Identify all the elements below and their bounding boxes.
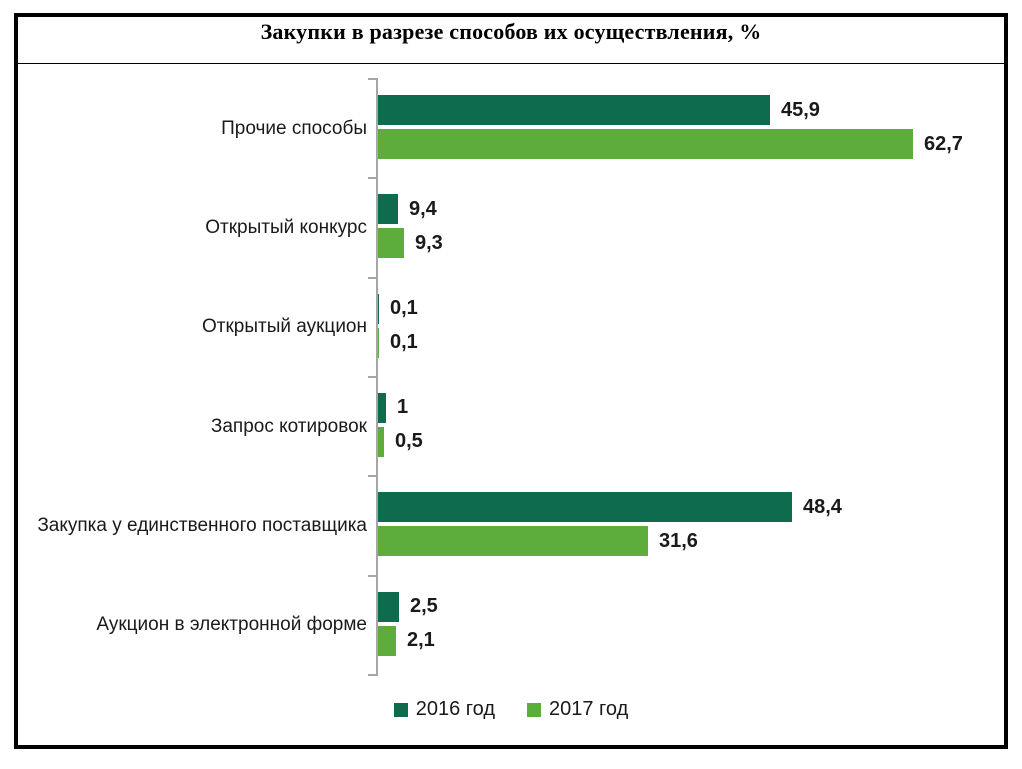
bar-2017-1 [378,228,404,259]
value-label: 48,4 [803,495,842,518]
category-label: Открытый конкурс [205,216,367,238]
category-label: Закупка у единственного поставщика [37,514,367,536]
axis-tick [368,177,378,180]
category-row: Аукцион в электронной форме 2,5 2,1 [0,574,1014,676]
bar-column: 9,4 9,3 [368,177,1014,278]
bar-2016-2 [378,293,379,324]
bar-group-2016-год: 1 [378,392,409,423]
value-label: 9,4 [409,197,437,220]
bar-group-2016-год: 45,9 [378,95,820,125]
legend-item: 2017 год [527,698,628,721]
category-row: Запрос котировок 1 0,5 [0,375,1014,477]
bar-column: 0,1 0,1 [368,276,1014,377]
value-label: 9,3 [415,231,443,254]
category-label: Открытый аукцион [202,316,367,338]
bar-group-2016-год: 9,4 [378,194,437,225]
bar-2016-3 [378,392,386,423]
chart-title: Закупки в разрезе способов их осуществле… [260,19,762,44]
legend-label: 2017 год [549,698,629,720]
bar-column: 2,5 2,1 [368,574,1014,676]
bar-column: 48,4 31,6 [368,475,1014,576]
value-label: 0,1 [390,297,418,320]
legend-swatch-icon [393,702,408,717]
bar-2016-5 [378,591,399,622]
bar-group-2017-год: 0,1 [378,327,418,358]
title-divider [18,63,1004,64]
bar-group-2016-год: 48,4 [378,492,842,523]
bar-2016-0 [378,95,770,125]
legend: 2016 год 2017 год [0,698,1022,721]
category-label: Прочие способы [221,117,367,139]
bar-2017-4 [378,526,648,557]
bar-column: 1 0,5 [368,375,1014,477]
axis-tick [368,276,378,279]
bar-2016-4 [378,492,792,523]
bar-group-2017-год: 9,3 [378,228,443,259]
legend-label: 2016 год [415,698,495,720]
bar-2017-0 [378,129,913,159]
bar-group-2016-год: 2,5 [378,591,438,622]
value-label: 45,9 [781,98,820,121]
bar-2017-2 [378,327,379,358]
value-label: 2,1 [407,629,435,652]
bar-2017-5 [378,625,396,656]
axis-tick [368,375,378,378]
category-label: Аукцион в электронной форме [96,614,367,636]
axis-tick [368,673,378,676]
plot-area: Прочие способы 45,9 62,7 Открытый конкурс 9,… [0,78,1014,676]
category-label: Запрос котировок [210,415,367,437]
category-row: Закупка у единственного поставщика 48,4 31… [0,475,1014,576]
bar-2017-3 [378,426,384,457]
category-row: Прочие способы 45,9 62,7 [0,78,1014,179]
value-label: 2,5 [410,595,438,618]
bar-group-2017-год: 31,6 [378,526,698,557]
axis-tick [368,574,378,577]
bar-group-2017-год: 2,1 [378,625,435,656]
category-row: Открытый аукцион 0,1 0,1 [0,276,1014,377]
legend-swatch-icon [527,702,541,717]
bar-group-2017-год: 62,7 [378,129,963,159]
bar-column: 45,9 62,7 [368,78,1014,179]
axis-tick [368,475,378,478]
bar-group-2017-год: 0,5 [378,426,423,457]
value-label: 0,1 [390,331,418,354]
value-label: 31,6 [659,529,698,552]
bar-2016-1 [378,194,398,225]
axis-tick [368,78,378,80]
value-label: 62,7 [924,132,963,155]
value-label: 1 [397,396,409,419]
value-label: 0,5 [395,430,423,453]
legend-item: 2016 год [393,698,495,721]
bar-group-2016-год: 0,1 [378,293,418,324]
category-row: Открытый конкурс 9,4 9,3 [0,177,1014,278]
